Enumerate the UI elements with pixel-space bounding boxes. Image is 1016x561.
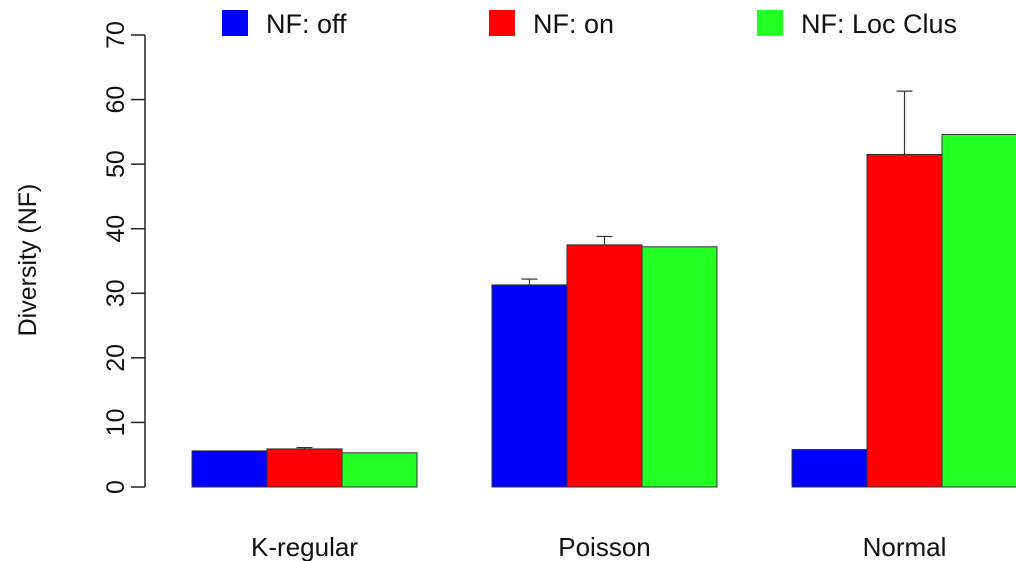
y-tick-label: 50 [102, 150, 130, 178]
bar-normal-1 [866, 153, 943, 488]
y-tick-label: 70 [102, 21, 130, 49]
bar-normal-2 [941, 133, 1016, 488]
bar-k-regular-0 [191, 450, 268, 488]
y-axis-label: Diversity (NF) [14, 184, 42, 337]
legend-label: NF: Loc Clus [801, 9, 957, 39]
bar-k-regular-2 [341, 452, 418, 488]
y-tick-label: 20 [102, 344, 130, 372]
y-tick-label: 10 [102, 409, 130, 437]
category-label: K-regular [251, 532, 358, 561]
error-bars-group [296, 90, 913, 449]
bar-poisson-0 [491, 284, 568, 488]
legend-label: NF: off [266, 9, 347, 39]
y-tick-label: 0 [102, 480, 130, 494]
legend: NF: off NF: on NF: Loc Clus [222, 9, 957, 39]
y-tick-label: 40 [102, 215, 130, 243]
y-tick-label: 60 [102, 86, 130, 114]
category-label: Poisson [558, 532, 651, 561]
legend-swatch [757, 10, 783, 36]
bar-k-regular-1 [266, 448, 343, 488]
category-label: Normal [863, 532, 947, 561]
y-tick-label: 30 [102, 279, 130, 307]
bar-poisson-1 [566, 244, 643, 488]
bars-group [191, 133, 1016, 488]
y-axis: 0 10 20 30 40 50 60 70 [102, 21, 146, 494]
legend-label: NF: on [533, 9, 614, 39]
bar-normal-0 [791, 449, 868, 488]
legend-swatch [222, 10, 248, 36]
bar-poisson-2 [641, 246, 718, 488]
category-labels: K-regular Poisson Normal [251, 532, 946, 561]
legend-swatch [489, 10, 515, 36]
